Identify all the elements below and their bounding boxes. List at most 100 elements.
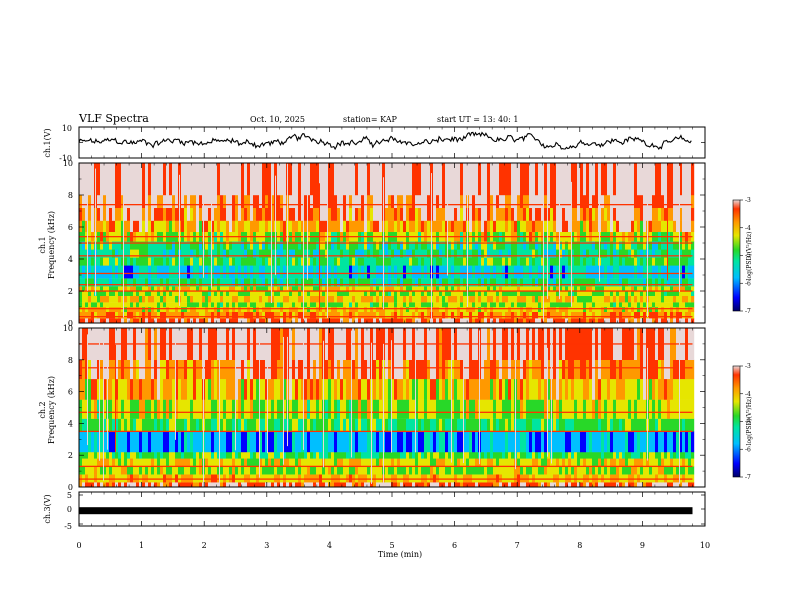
spectrogram-cell [148,466,152,475]
spectrogram-cell [688,307,692,312]
spectrogram-cell [148,195,152,208]
spectrogram-cell [418,291,422,296]
spectrogram-cell [481,195,485,208]
spectrogram-cell [499,195,503,208]
spectrogram-cell [448,291,452,296]
spectrogram-cell [184,452,188,459]
spectrogram-cell [175,359,179,380]
spectrogram-cell [181,195,185,208]
spectrogram-cell [298,311,302,319]
spectrogram-cell [682,241,686,250]
spectrogram-cell [343,257,347,266]
spectrogram-cell [352,163,356,196]
spectrogram-cell [307,399,311,419]
spectrogram-cell [154,265,158,279]
spectrogram-cell [553,265,557,279]
spectrogram-cell [424,220,428,232]
spectrogram-cell [250,474,254,483]
spectrogram-cell [397,207,401,221]
spectrogram-cell [172,241,176,250]
spectrogram-cell [394,249,398,258]
spectrogram-cell [529,163,533,196]
spectrogram-cell [499,163,503,196]
spectrogram-cell [268,431,272,453]
spectrogram-cell [598,286,602,292]
spectrogram-cell [256,399,260,419]
spectrogram-cell [349,307,353,312]
spectrogram-cell [118,452,122,459]
spectrogram-cell [544,318,548,324]
spectrogram-cell [187,359,191,380]
spectrogram-cell [313,452,317,459]
spectrogram-cell [157,291,161,296]
spectrogram-cell [184,458,188,467]
spectrogram-cell [568,307,572,312]
spectrogram-cell [673,241,677,250]
spectrogram-cell [178,311,182,319]
spectrogram-cell [544,295,548,303]
spectrogram-cell [376,452,380,459]
spectrogram-cell [169,220,173,232]
spectrogram-cell [385,311,389,319]
spectrogram-cell [106,257,110,266]
spectrogram-cell [385,458,389,467]
spectrogram-cell [172,378,176,400]
spectrogram-cell [631,195,635,208]
spectrogram-cell [295,378,299,400]
spectrogram-cell [310,163,314,196]
spectrogram-cell [499,318,503,324]
spectrogram-cell [541,318,545,324]
spectrogram-cell [502,241,506,250]
spectrogram-cell [448,311,452,319]
spectrogram-cell [625,220,629,232]
spectrogram-cell [625,195,629,208]
spectrogram-cell [151,265,155,279]
spectrogram-cell [550,241,554,250]
spectrogram-cell [145,418,149,432]
spectrogram-cell [187,378,191,400]
spectrogram-cell [616,163,620,196]
spectrogram-cell [622,302,626,308]
spectrogram-cell [589,257,593,266]
spectrogram-cell [661,318,665,324]
spectrogram-cell [634,278,638,287]
spectrogram-cell [187,286,191,292]
spectrogram-cell [259,466,263,475]
spectrogram-cell [247,399,251,419]
spectrogram-cell [139,452,143,459]
spectrogram-cell [565,207,569,221]
spectrogram-cell [292,482,296,488]
spectrogram-cell [118,291,122,296]
spectrogram-cell [565,286,569,292]
spectrogram-cell [358,458,362,467]
spectrogram-cell [532,311,536,319]
spectrogram-cell [211,418,215,432]
spectrogram-cell [583,295,587,303]
spectrogram-cell [301,291,305,296]
spectrogram-cell [439,195,443,208]
spectrogram-cell [214,249,218,258]
spectrogram-cell [373,302,377,308]
spectrogram-cell [496,195,500,208]
spectrogram-cell [529,249,533,258]
spectrogram-cell [613,286,617,292]
spectrogram-cell [403,207,407,221]
spectrogram-cell [106,278,110,287]
spectrogram-cell [277,295,281,303]
spectrogram-cell [685,220,689,232]
spectrogram-cell [148,207,152,221]
spectrogram-cell [250,359,254,380]
spectrogram-cell [259,249,263,258]
spectrogram-cell [568,241,572,250]
spectrogram-cell [298,291,302,296]
spectrogram-cell [109,220,113,232]
spectrogram-cell [532,307,536,312]
spectrogram-cell [94,295,98,303]
spectrogram-cell [589,220,593,232]
spectrogram-cell [202,295,206,303]
spectrogram-cell [232,207,236,221]
spectrogram-cell [364,452,368,459]
spectrogram-cell [640,257,644,266]
spectrogram-cell [307,195,311,208]
spectrogram-cell [295,207,299,221]
